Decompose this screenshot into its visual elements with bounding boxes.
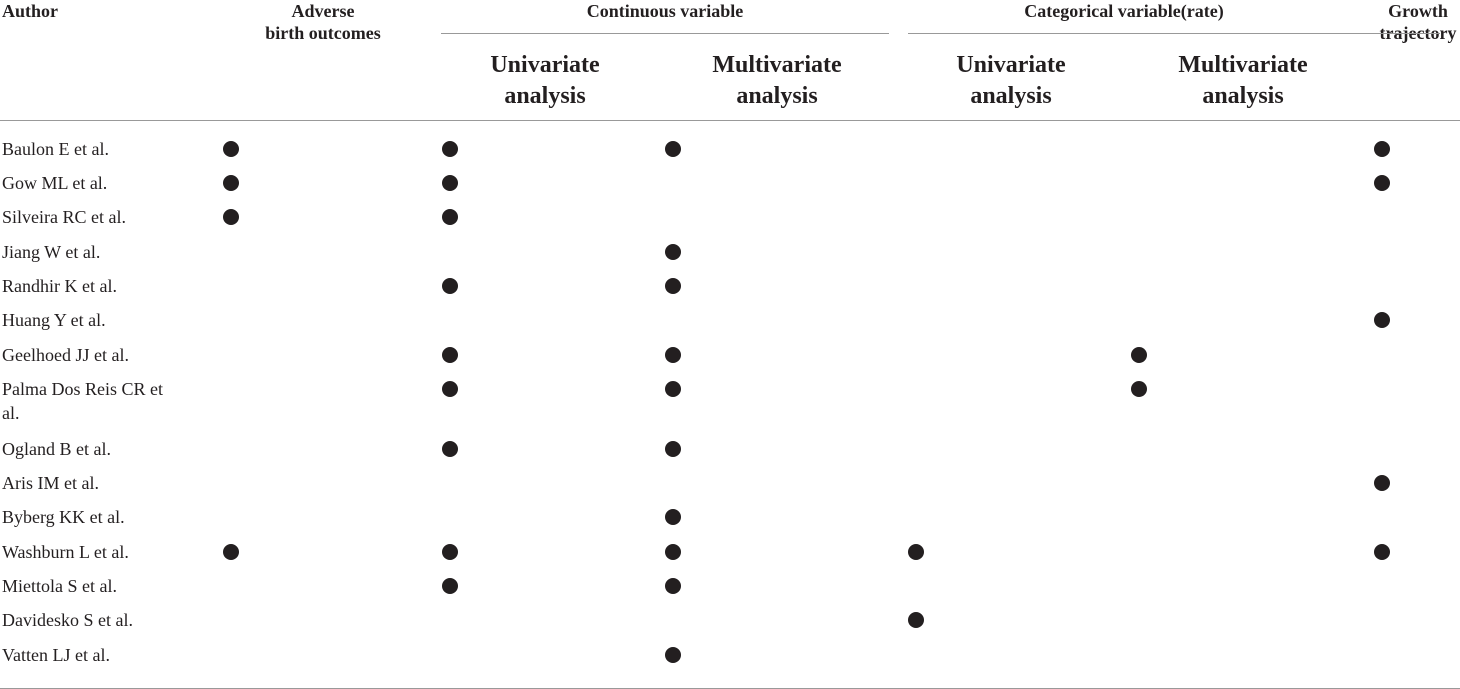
dot [442,381,458,397]
dot [665,441,681,457]
adverse-header: Adverse birth outcomes [265,1,381,43]
author-cell: Aris IM et al. [2,473,99,493]
author-cell: Miettola S et al. [2,576,117,596]
author-cell: Gow ML et al. [2,173,108,193]
subheader: Univariate analysis [956,52,1066,109]
dot [1131,381,1147,397]
author-cell: Palma Dos Reis CR et al. [2,379,163,423]
dot [665,509,681,525]
dot [665,278,681,294]
author-cell: Geelhoed JJ et al. [2,345,129,365]
dot [223,141,239,157]
author-cell: Ogland B et al. [2,439,111,459]
dot [1374,312,1390,328]
dot [1131,347,1147,363]
dot [1374,175,1390,191]
dot [1374,475,1390,491]
subheader: Multivariate analysis [1178,52,1308,109]
author-cell: Randhir K et al. [2,276,117,296]
dot [442,209,458,225]
dot [908,612,924,628]
subheader: Multivariate analysis [712,52,842,109]
dot [665,347,681,363]
dot [665,578,681,594]
dot [442,347,458,363]
author-cell: Vatten LJ et al. [2,645,110,665]
dot [1374,141,1390,157]
author-cell: Silveira RC et al. [2,207,126,227]
dot [1374,544,1390,560]
dot [665,647,681,663]
author-cell: Davidesko S et al. [2,610,133,630]
dot [665,244,681,260]
group-rule [441,33,889,34]
subheader: Univariate analysis [490,52,600,109]
dot [665,544,681,560]
growth-header: Growth trajectory [1379,1,1457,43]
dot [442,278,458,294]
dot [665,381,681,397]
dot [442,141,458,157]
dot [908,544,924,560]
dot [442,175,458,191]
dot [442,578,458,594]
author-cell: Washburn L et al. [2,542,129,562]
group-rule [908,33,1440,34]
categorical-header: Categorical variable(rate) [1024,1,1224,21]
author-cell: Byberg KK et al. [2,507,125,527]
continuous-header: Continuous variable [586,1,744,21]
header-rule [0,120,1460,121]
dot [665,141,681,157]
dot [223,175,239,191]
dot [442,441,458,457]
dot [442,544,458,560]
author-cell: Huang Y et al. [2,310,106,330]
dot [223,209,239,225]
author-header: Author [2,1,59,21]
author-cell: Jiang W et al. [2,242,101,262]
author-cell: Baulon E et al. [2,139,109,159]
dot [223,544,239,560]
